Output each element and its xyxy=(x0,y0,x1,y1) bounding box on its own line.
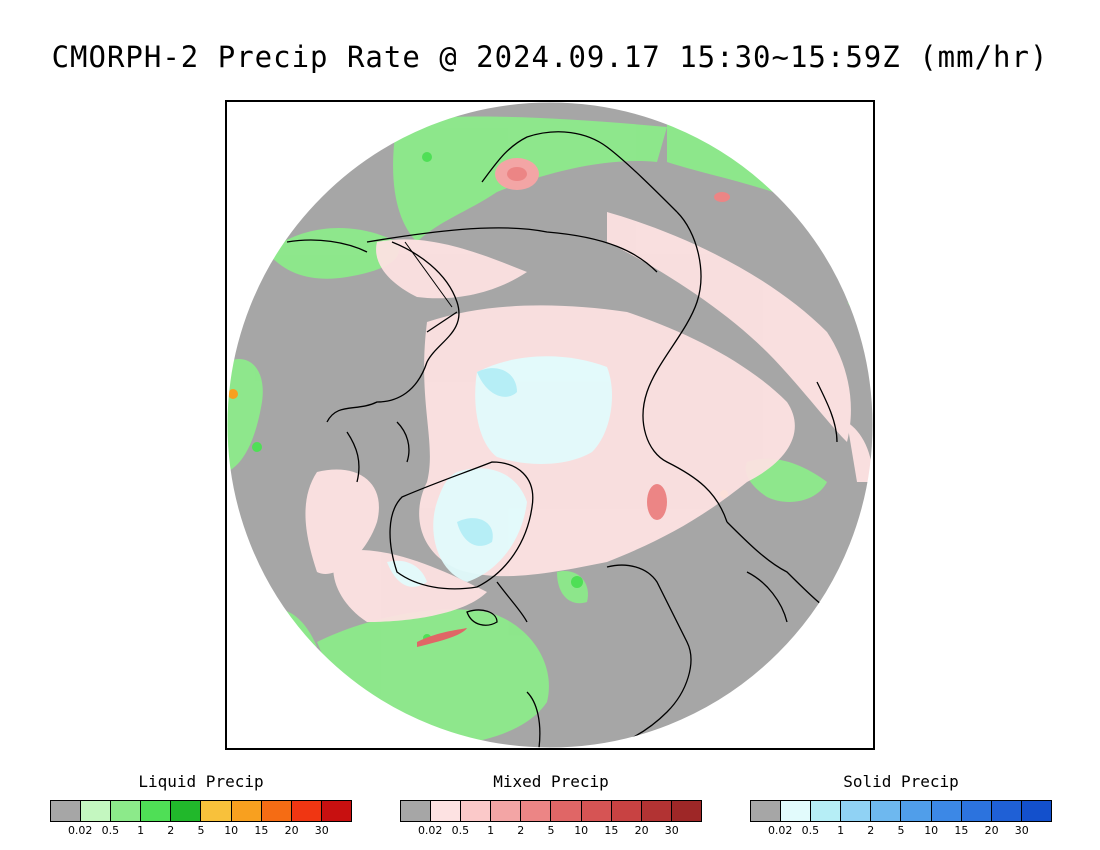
colorbar-tick-label: 30 xyxy=(1014,824,1029,837)
colorbar-swatch xyxy=(521,801,552,821)
legend-solid: Solid Precip 0.02 0.5 1 2 5 10 15 20 30 xyxy=(750,772,1052,837)
colorbar-swatch xyxy=(321,801,351,821)
colorbar-tick-label: 1 xyxy=(837,824,845,837)
colorbar-tick-label: 20 xyxy=(634,824,649,837)
colorbar-swatch xyxy=(401,801,432,821)
colorbar-tick-label: 0.02 xyxy=(417,824,443,837)
colorbar-swatch xyxy=(931,801,962,821)
colorbar-swatch xyxy=(51,801,82,821)
colorbar-swatch xyxy=(81,801,112,821)
colorbar-swatch xyxy=(1021,801,1051,821)
colorbar-tick-label: 30 xyxy=(664,824,679,837)
colorbar-tick-label: 5 xyxy=(897,824,905,837)
map-title: CMORPH-2 Precip Rate @ 2024.09.17 15:30~… xyxy=(51,40,1049,74)
colorbar-tick-label: 5 xyxy=(547,824,555,837)
colorbar-tick-label: 1 xyxy=(487,824,495,837)
colorbar-swatch xyxy=(581,801,612,821)
colorbar-swatch xyxy=(431,801,462,821)
colorbar-swatch xyxy=(961,801,992,821)
colorbar-mixed xyxy=(400,800,702,822)
colorbar-swatch xyxy=(291,801,322,821)
legend-title-liquid: Liquid Precip xyxy=(138,772,264,791)
colorbar-tick-label: 2 xyxy=(517,824,525,837)
colorbar-tick-label: 10 xyxy=(924,824,939,837)
heavier-mixed-cells xyxy=(417,158,730,746)
colorbar-tick-label: 0.5 xyxy=(801,824,820,837)
colorbar-swatch xyxy=(781,801,812,821)
colorbar-swatch xyxy=(231,801,262,821)
colorbar-swatch xyxy=(261,801,292,821)
legend-ticks-liquid: 0.02 0.5 1 2 5 10 15 20 30 xyxy=(50,822,352,837)
colorbar-tick-label: 15 xyxy=(604,824,619,837)
colorbar-tick-label: 20 xyxy=(284,824,299,837)
colorbar-tick-label: 0.5 xyxy=(451,824,470,837)
colorbar-swatch xyxy=(461,801,492,821)
colorbar-tick-label: 30 xyxy=(314,824,329,837)
solid-precip-moderate xyxy=(457,368,517,546)
colorbar-liquid xyxy=(50,800,352,822)
colorbar-tick-label: 0.5 xyxy=(101,824,120,837)
colorbar-tick-label: 2 xyxy=(867,824,875,837)
colorbar-tick-label: 15 xyxy=(954,824,969,837)
polar-precip-map xyxy=(227,102,873,748)
colorbar-swatch xyxy=(811,801,842,821)
legend-title-solid: Solid Precip xyxy=(843,772,959,791)
colorbar-tick-label: 20 xyxy=(984,824,999,837)
colorbar-tick-label: 0.02 xyxy=(767,824,793,837)
legend-liquid: Liquid Precip 0.02 0.5 1 2 5 10 15 20 30 xyxy=(50,772,352,837)
colorbar-swatch xyxy=(641,801,672,821)
colorbar-tick-label: 2 xyxy=(167,824,175,837)
legend-ticks-mixed: 0.02 0.5 1 2 5 10 15 20 30 xyxy=(400,822,702,837)
colorbar-swatch xyxy=(871,801,902,821)
colorbar-swatch xyxy=(141,801,172,821)
colorbar-swatch xyxy=(841,801,872,821)
colorbar-solid xyxy=(750,800,1052,822)
colorbar-swatch xyxy=(991,801,1022,821)
colorbar-swatch xyxy=(491,801,522,821)
legend-mixed: Mixed Precip 0.02 0.5 1 2 5 10 15 20 30 xyxy=(400,772,702,837)
colorbar-swatch xyxy=(111,801,142,821)
colorbar-tick-label: 5 xyxy=(197,824,205,837)
colorbar-swatch xyxy=(751,801,782,821)
colorbar-swatch xyxy=(611,801,642,821)
colorbar-swatch xyxy=(671,801,701,821)
colorbar-tick-label: 0.02 xyxy=(67,824,93,837)
legend-title-mixed: Mixed Precip xyxy=(493,772,609,791)
colorbar-swatch xyxy=(171,801,202,821)
colorbar-tick-label: 10 xyxy=(574,824,589,837)
colorbar-swatch xyxy=(901,801,932,821)
colorbar-swatch xyxy=(201,801,232,821)
boundary-line xyxy=(404,241,453,308)
colorbar-tick-label: 1 xyxy=(137,824,145,837)
colorbar-tick-label: 15 xyxy=(254,824,269,837)
polar-map-panel xyxy=(225,100,875,750)
colorbar-swatch xyxy=(551,801,582,821)
colorbar-tick-label: 10 xyxy=(224,824,239,837)
legend-ticks-solid: 0.02 0.5 1 2 5 10 15 20 30 xyxy=(750,822,1052,837)
